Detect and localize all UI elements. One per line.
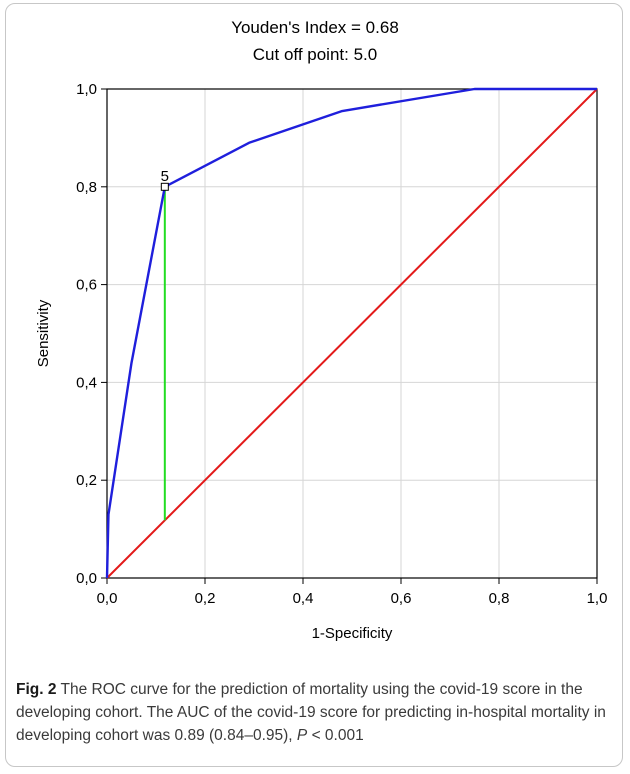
plot-area-frame	[106, 88, 598, 579]
y-tick-label: 1,0	[76, 81, 97, 98]
caption-p-value: < 0.001	[307, 727, 364, 744]
x-tick-label: 0,2	[195, 590, 216, 607]
y-tick-label: 0,8	[76, 179, 97, 196]
x-tick-label: 0,0	[97, 590, 118, 607]
y-tick-label: 0,6	[76, 277, 97, 294]
x-tick-label: 0,4	[293, 590, 314, 607]
roc-chart: 0,0 0,2 0,4 0,6 0,8 1,0 0,00,20,40,60,81,0 5 …	[35, 81, 608, 642]
y-tick-label: 0,0	[76, 570, 97, 587]
y-ticks: 0,0 0,2 0,4 0,6 0,8 1,0	[76, 81, 107, 587]
x-tick-label: 1,0	[587, 590, 608, 607]
series-layer: 5	[105, 87, 598, 579]
roc-curve-line	[105, 87, 597, 579]
chart-title-line-2: Cut off point: 5.0	[252, 45, 378, 64]
cutoff-point-label: 5	[161, 168, 169, 185]
x-tick-label: 0,6	[391, 590, 412, 607]
y-tick-label: 0,4	[76, 374, 97, 391]
y-tick-label: 0,2	[76, 472, 97, 489]
figure-frame	[5, 3, 623, 767]
caption-figure-label: Fig. 2	[16, 681, 57, 698]
caption-p-symbol: P	[296, 727, 308, 744]
reference-diagonal-line	[106, 88, 598, 579]
y-axis-label: Sensitivity	[35, 299, 52, 367]
x-ticks: 0,0 0,2 0,4 0,6 0,8 1,0	[97, 578, 608, 607]
figure-caption: Fig. 2 The ROC curve for the prediction …	[16, 678, 616, 747]
x-axis-label: 1-Specificity	[312, 625, 393, 642]
chart-title-line-1: Youden's Index = 0.68	[231, 18, 399, 37]
caption-text: The ROC curve for the prediction of mort…	[16, 681, 606, 744]
x-tick-label: 0,8	[489, 590, 510, 607]
cutoff-point-marker	[160, 182, 169, 191]
